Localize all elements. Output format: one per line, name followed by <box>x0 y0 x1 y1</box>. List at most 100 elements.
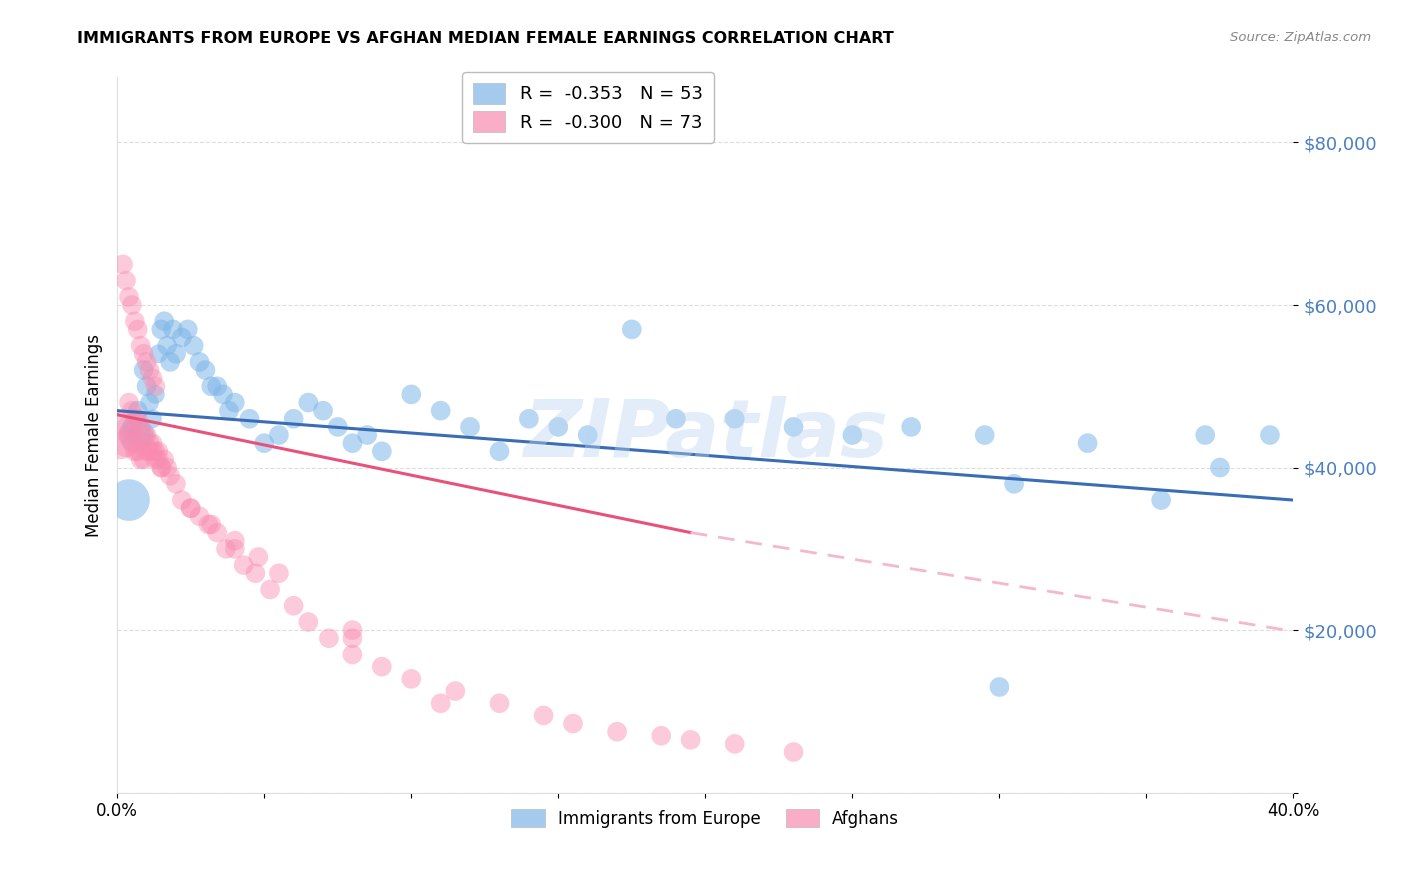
Point <box>135 428 157 442</box>
Point <box>988 680 1011 694</box>
Point <box>135 444 157 458</box>
Point <box>429 403 451 417</box>
Point <box>129 428 152 442</box>
Point <box>606 724 628 739</box>
Point <box>170 330 193 344</box>
Point <box>212 387 235 401</box>
Point <box>724 737 747 751</box>
Point <box>401 672 423 686</box>
Point <box>429 696 451 710</box>
Point <box>665 411 688 425</box>
Point <box>135 379 157 393</box>
Point <box>267 566 290 581</box>
Point <box>150 460 173 475</box>
Point <box>620 322 643 336</box>
Point <box>238 411 260 425</box>
Point <box>245 566 267 581</box>
Point <box>205 379 228 393</box>
Point <box>401 387 423 401</box>
Point <box>371 444 394 458</box>
Point <box>679 732 702 747</box>
Point <box>159 468 181 483</box>
Point <box>108 428 131 442</box>
Point <box>297 615 319 629</box>
Point <box>576 428 599 442</box>
Point <box>148 452 170 467</box>
Point <box>141 371 163 385</box>
Point <box>283 599 305 613</box>
Point <box>129 420 152 434</box>
Point <box>297 395 319 409</box>
Point <box>342 632 364 646</box>
Point <box>118 290 141 304</box>
Point <box>841 428 863 442</box>
Point <box>121 420 143 434</box>
Point <box>782 420 804 434</box>
Point <box>326 420 349 434</box>
Point <box>232 558 254 573</box>
Point <box>132 452 155 467</box>
Point <box>488 444 510 458</box>
Point <box>200 517 222 532</box>
Point <box>180 501 202 516</box>
Point <box>224 395 246 409</box>
Point <box>129 452 152 467</box>
Point <box>148 347 170 361</box>
Point <box>215 541 238 556</box>
Point <box>224 541 246 556</box>
Point <box>267 428 290 442</box>
Point <box>342 436 364 450</box>
Point <box>129 338 152 352</box>
Point <box>115 274 138 288</box>
Point <box>127 403 149 417</box>
Point <box>547 420 569 434</box>
Point <box>165 476 187 491</box>
Point <box>342 648 364 662</box>
Text: ZIPatlas: ZIPatlas <box>523 396 887 474</box>
Point <box>118 395 141 409</box>
Point <box>115 420 138 434</box>
Point <box>312 403 335 417</box>
Point <box>138 363 160 377</box>
Point <box>488 696 510 710</box>
Point <box>112 257 135 271</box>
Point <box>283 411 305 425</box>
Point <box>141 411 163 425</box>
Point <box>141 436 163 450</box>
Point <box>135 355 157 369</box>
Point <box>782 745 804 759</box>
Point <box>115 436 138 450</box>
Point <box>138 395 160 409</box>
Y-axis label: Median Female Earnings: Median Female Earnings <box>86 334 103 537</box>
Point <box>188 509 211 524</box>
Point <box>650 729 672 743</box>
Point <box>132 347 155 361</box>
Point <box>444 684 467 698</box>
Point <box>318 632 340 646</box>
Point <box>205 525 228 540</box>
Point <box>165 347 187 361</box>
Point <box>562 716 585 731</box>
Point <box>132 363 155 377</box>
Point <box>121 436 143 450</box>
Point <box>188 355 211 369</box>
Point <box>138 436 160 450</box>
Point <box>1150 493 1173 508</box>
Point <box>247 549 270 564</box>
Point <box>118 428 141 442</box>
Point <box>973 428 995 442</box>
Point <box>124 314 146 328</box>
Point <box>127 322 149 336</box>
Point <box>121 298 143 312</box>
Point <box>1258 428 1281 442</box>
Point <box>118 493 141 508</box>
Point <box>1077 436 1099 450</box>
Point <box>156 338 179 352</box>
Point <box>533 708 555 723</box>
Point <box>124 411 146 425</box>
Point <box>124 444 146 458</box>
Point <box>900 420 922 434</box>
Point <box>197 517 219 532</box>
Point <box>145 387 167 401</box>
Point <box>342 623 364 637</box>
